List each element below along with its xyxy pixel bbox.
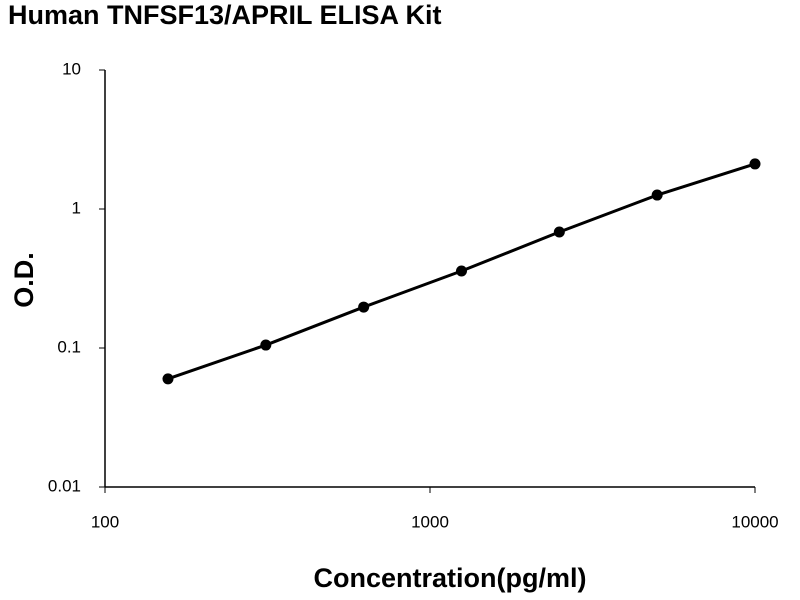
y-tick-label: 10	[62, 59, 81, 78]
y-tick-label: 0.1	[57, 337, 81, 356]
x-axis-title: Concentration(pg/ml)	[314, 563, 587, 593]
chart-title: Human TNFSF13/APRIL ELISA Kit	[8, 0, 442, 30]
y-axis-title: O.D.	[9, 252, 39, 308]
y-tick-label: 1	[72, 198, 81, 217]
x-tick-label: 1000	[411, 512, 449, 531]
y-tick-label: 0.01	[48, 476, 81, 495]
data-point	[553, 226, 565, 238]
data-point	[162, 373, 174, 385]
x-tick-label: 100	[91, 512, 119, 531]
data-point	[358, 301, 370, 313]
x-tick-label: 10000	[731, 512, 778, 531]
data-point	[455, 265, 467, 277]
data-point	[651, 189, 663, 201]
data-point	[260, 339, 272, 351]
data-point	[749, 158, 761, 170]
